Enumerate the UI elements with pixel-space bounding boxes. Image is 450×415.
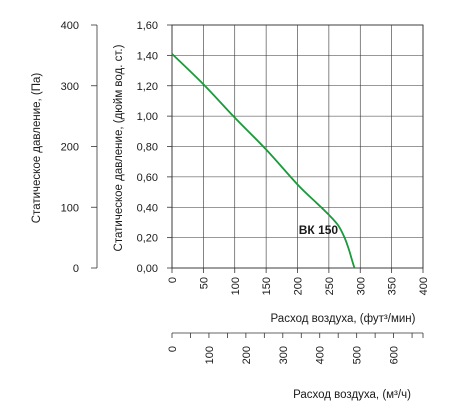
right-axis-tick-label: 0,00 xyxy=(137,263,158,275)
x-axis-title: Расход воздуха, (фут³/мин) xyxy=(271,313,416,325)
left-axis-tick-label: 300 xyxy=(61,81,79,93)
right-axis-title: Статическое давление, (дюйм вод. ст.) xyxy=(113,44,125,251)
x-axis-tick-label: 150 xyxy=(261,277,273,295)
left-axis-title: Статическое давление, (Па) xyxy=(31,73,43,224)
right-axis-tick-label: 1,40 xyxy=(137,50,158,62)
secondary-x-axis-tick-label: 500 xyxy=(352,346,364,364)
left-axis-tick-label: 0 xyxy=(73,263,79,275)
bottom-axis: 0 50 100 150 200 250 300 350 400 xyxy=(167,268,430,295)
left-axis-tick-label: 400 xyxy=(61,20,79,32)
right-axis-tick-label: 0,80 xyxy=(137,142,158,154)
x-axis-tick-label: 250 xyxy=(324,277,336,295)
grid xyxy=(171,24,424,269)
secondary-x-axis-tick-label: 200 xyxy=(241,346,253,364)
right-axis-tick-label: 1,60 xyxy=(137,20,158,32)
left-axis: 0 100 200 300 400 xyxy=(61,20,98,275)
secondary-x-axis: 0 100 200 300 400 500 600 xyxy=(167,332,424,364)
secondary-x-axis-tick-label: 600 xyxy=(389,346,401,364)
secondary-x-axis-tick-label: 100 xyxy=(204,346,216,364)
right-axis-tick-label: 0,40 xyxy=(137,202,158,214)
right-axis-tick-label: 0,60 xyxy=(137,172,158,184)
series-line xyxy=(171,53,356,269)
right-axis-tick-label: 1,00 xyxy=(137,111,158,123)
left-axis-tick-label: 200 xyxy=(61,142,79,154)
secondary-x-axis-tick-label: 0 xyxy=(167,346,179,352)
secondary-x-axis-tick-label: 400 xyxy=(315,346,327,364)
x-axis-tick-label: 300 xyxy=(355,277,367,295)
series-label: ВК 150 xyxy=(299,223,339,237)
series-group: ВК 150 xyxy=(171,53,356,269)
x-axis-tick-label: 50 xyxy=(198,277,210,289)
right-axis-tick-label: 1,20 xyxy=(137,81,158,93)
x-axis-tick-label: 400 xyxy=(418,277,430,295)
right-axis-tick-label: 0,20 xyxy=(137,233,158,245)
x-axis-tick-label: 100 xyxy=(230,277,242,295)
x-axis-tick-label: 350 xyxy=(387,277,399,295)
secondary-x-axis-title: Расход воздуха, (м³/ч) xyxy=(293,389,411,401)
right-axis: 0,00 0,20 0,40 0,60 0,80 1,00 1,20 1,40 1,60 xyxy=(137,20,172,275)
x-axis-tick-label: 200 xyxy=(293,277,305,295)
secondary-x-axis-tick-label: 300 xyxy=(278,346,290,364)
x-axis-tick-label: 0 xyxy=(167,277,179,283)
left-axis-tick-label: 100 xyxy=(61,202,79,214)
